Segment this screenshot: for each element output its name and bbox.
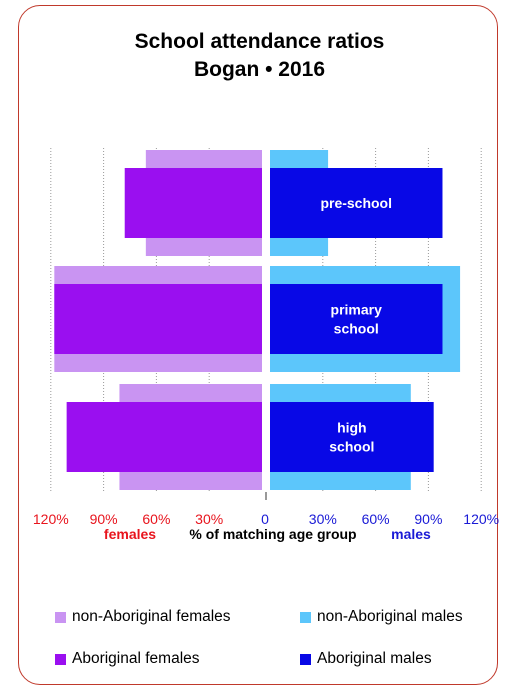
category-label-primary-school: school (334, 321, 379, 337)
bar-aboriginal-females-primary-school (54, 284, 262, 354)
females-label: females (104, 526, 156, 542)
tick-label-right: 120% (463, 511, 499, 527)
x-axis-label: % of matching age group (189, 526, 356, 542)
chart-subtitle: Bogan • 2016 (193, 58, 326, 81)
legend-label: Aboriginal females (72, 650, 200, 667)
tick-label-left: 60% (142, 511, 170, 527)
bar-aboriginal-females-high-school (66, 402, 262, 472)
category-label-primary-school: primary (331, 302, 383, 318)
tick-label-right: 90% (414, 511, 442, 527)
category-label-high-school: school (329, 439, 374, 455)
category-label-pre-school: pre-school (320, 195, 392, 211)
bar-aboriginal-males-pre-school (270, 168, 443, 238)
tick-label-right: 30% (309, 511, 337, 527)
legend-item-aboriginal-females: Aboriginal females (55, 650, 200, 668)
tick-label-left: 90% (90, 511, 118, 527)
tick-label-left: 120% (33, 511, 69, 527)
tick-label-right: 0 (261, 511, 269, 527)
category-label-high-school: high (337, 420, 367, 436)
pyramid-chart: pre-school primary school high school 120% 90%… (33, 148, 499, 542)
tick-label-left: 30% (195, 511, 223, 527)
legend-swatch-aboriginal-females (55, 653, 66, 665)
legend-label: Aboriginal males (317, 650, 432, 667)
legend-item-non-aboriginal-males: non-Aboriginal males (300, 608, 463, 626)
legend-item-aboriginal-males: Aboriginal males (300, 650, 432, 668)
legend-swatch-non-aboriginal-males (300, 611, 311, 623)
males-label: males (391, 526, 431, 542)
bar-aboriginal-males-high-school (270, 402, 434, 472)
legend-swatch-aboriginal-males (300, 653, 311, 665)
legend-item-non-aboriginal-females: non-Aboriginal females (55, 608, 231, 626)
legend-swatch-non-aboriginal-females (55, 611, 66, 623)
tick-label-right: 60% (362, 511, 390, 527)
bar-aboriginal-females-pre-school (124, 168, 262, 238)
chart-title: School attendance ratios (134, 30, 385, 53)
legend-label: non-Aboriginal females (72, 608, 231, 625)
bar-aboriginal-males-primary-school (270, 284, 443, 354)
legend-label: non-Aboriginal males (317, 608, 463, 625)
